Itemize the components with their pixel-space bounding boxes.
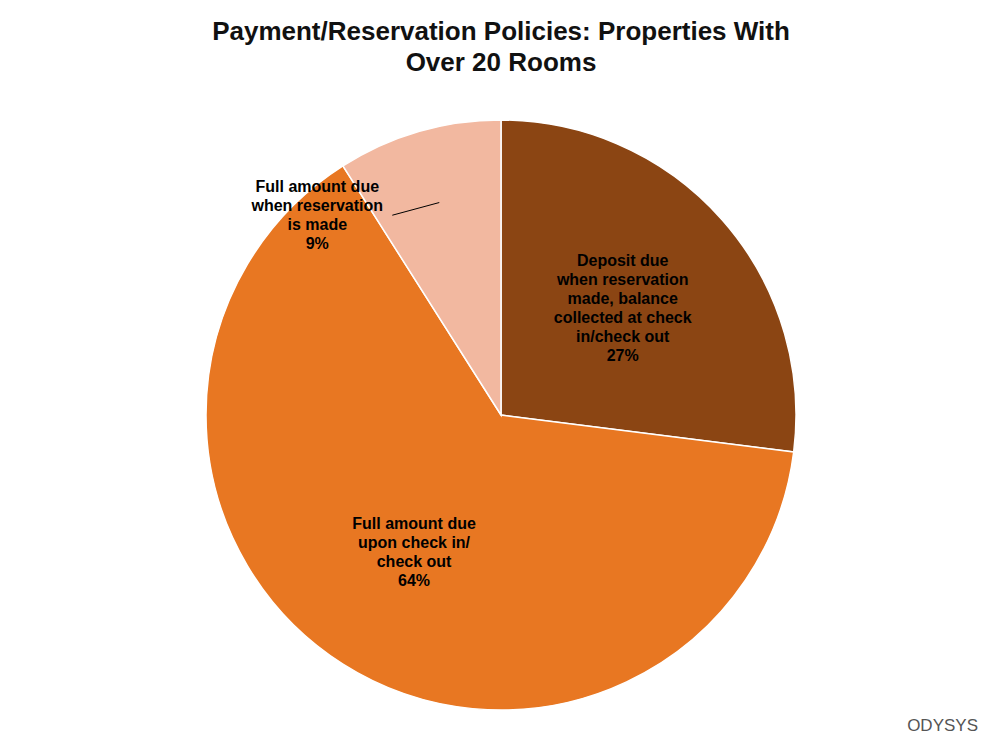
slices <box>206 120 796 710</box>
title-line: Payment/Reservation Policies: Properties… <box>212 16 790 46</box>
slice <box>343 120 501 415</box>
annotation: ODYSYS <box>907 716 978 735</box>
page: {"chart_data": {"type": "pie", "title": … <box>0 0 1002 753</box>
slice-value: 64% <box>398 572 430 589</box>
slice-category: collected at check <box>554 309 692 326</box>
title: Payment/Reservation Policies: Properties… <box>212 16 790 77</box>
labels: Deposit due when reservation made, balance… <box>250 178 691 589</box>
slice-category: Full amount due <box>352 515 476 532</box>
slice-label-group: Deposit due when reservation made, balance… <box>554 252 692 364</box>
title-line: Over 20 Rooms <box>406 47 597 77</box>
slice-category: when reservation <box>250 197 383 214</box>
leader-line <box>392 203 439 216</box>
slice-label-group: Full amount due upon check in/check out 64… <box>352 515 476 589</box>
slice-category: upon check in/ <box>358 534 471 551</box>
slice-category: Deposit due <box>577 252 669 269</box>
slice <box>501 120 796 452</box>
slice-category: in/check out <box>576 328 670 345</box>
slice-value: 27% <box>607 347 639 364</box>
slice-category: when reservation <box>556 271 689 288</box>
slice-category: check out <box>377 553 452 570</box>
slice-category: Full amount due <box>256 178 380 195</box>
chart: Payment/Reservation Policies: Properties… <box>0 0 1002 753</box>
slice-category: made, balance <box>568 290 678 307</box>
slice-value: 9% <box>306 235 329 252</box>
slice-label-group: Full amount due when reservation is made 9% <box>250 178 383 252</box>
background <box>0 0 1002 753</box>
slice-category: is made <box>287 216 347 233</box>
